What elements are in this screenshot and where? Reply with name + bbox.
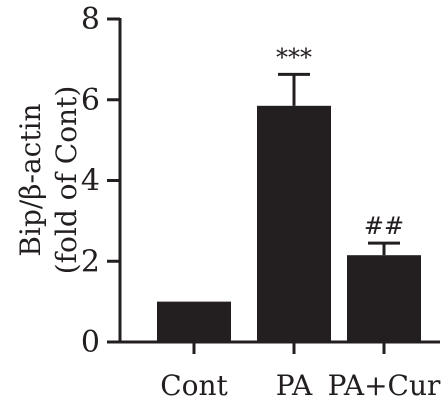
- y-axis-label: Bip/β-actin (fold of Cont): [14, 86, 83, 275]
- y-axis: 0 2 4 6 8: [81, 2, 122, 360]
- significance-label: ***: [276, 43, 312, 71]
- y-axis-label-line2: (fold of Cont): [50, 86, 83, 275]
- bar-cont: [157, 301, 231, 342]
- y-tick-label: 8: [81, 2, 100, 37]
- bar-pa: [257, 105, 331, 343]
- y-tick-label: 0: [81, 325, 100, 360]
- x-tick-label: PA: [276, 369, 313, 402]
- y-tick-label: 6: [81, 83, 100, 118]
- y-tick-label: 4: [81, 164, 100, 199]
- y-tick-label: 2: [81, 244, 100, 279]
- significance-label: ##: [364, 212, 404, 240]
- bars: *** ##: [157, 43, 421, 343]
- bar-pa-cur: [347, 255, 421, 342]
- x-axis: Cont PA PA+Cur: [118, 340, 441, 402]
- y-axis-label-line1: Bip/β-actin: [14, 103, 47, 256]
- x-tick-label: PA+Cur: [328, 369, 441, 402]
- x-tick-label: Cont: [160, 369, 228, 402]
